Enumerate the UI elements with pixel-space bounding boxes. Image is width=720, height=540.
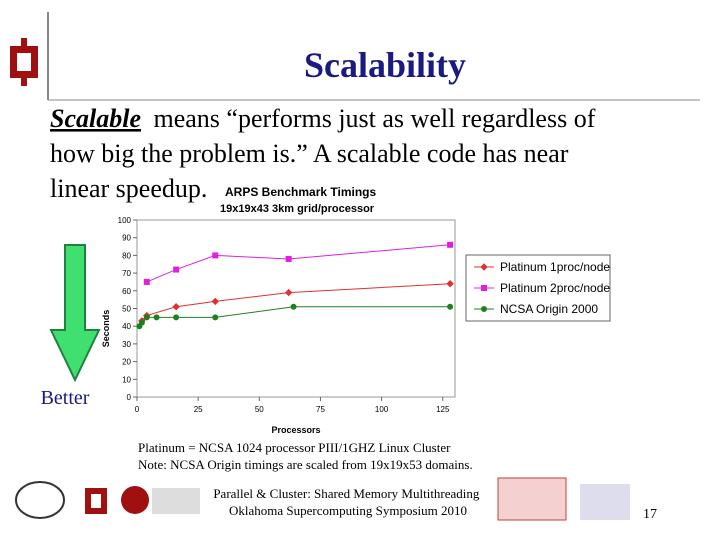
better-arrow: [49, 244, 101, 383]
y-tick-label: 10: [122, 375, 131, 384]
marker: [284, 288, 293, 297]
chart: ARPS Benchmark Timings 19x19x43 3km grid/…: [101, 185, 611, 435]
marker: [481, 285, 487, 291]
marker: [285, 255, 292, 262]
slide-title: Scalability: [304, 45, 466, 85]
y-tick-label: 80: [122, 251, 131, 260]
y-tick-label: 20: [122, 358, 131, 367]
footer: Parallel & Cluster: Shared Memory Multit…: [213, 486, 482, 518]
body-line: means “performs just as well regardless …: [154, 104, 596, 133]
x-tick-label: 125: [436, 405, 450, 414]
x-tick-label: 100: [375, 405, 389, 414]
arrow-label: Better: [41, 387, 90, 409]
plot-area: [136, 219, 456, 398]
chart-title: ARPS Benchmark Timings: [225, 185, 376, 199]
notes: Platinum = NCSA 1024 processor PIII/1GHZ…: [138, 440, 473, 472]
note: Platinum = NCSA 1024 processor PIII/1GHZ…: [138, 440, 451, 455]
marker: [480, 263, 488, 271]
marker: [173, 266, 180, 273]
marker: [172, 303, 180, 311]
x-tick-label: 25: [194, 405, 203, 414]
y-tick-label: 0: [127, 393, 132, 402]
x-tick-label: 75: [316, 405, 325, 414]
legend-label: NCSA Origin 2000: [500, 302, 598, 316]
x-axis-label: Processors: [271, 425, 320, 435]
body-line: how big the problem is.” A scalable code…: [50, 139, 569, 168]
marker: [153, 314, 160, 321]
body-line: linear speedup.: [50, 174, 207, 203]
page-number: 17: [643, 507, 657, 522]
body-text: Scalable means “performs just as well re…: [50, 104, 602, 203]
marker: [446, 280, 454, 288]
x-tick-label: 0: [135, 405, 140, 414]
y-axis-label: Seconds: [101, 310, 111, 348]
marker: [212, 252, 219, 259]
footer-logos: [15, 477, 630, 521]
legend-label: Platinum 1proc/node: [500, 260, 610, 274]
footer-line: Parallel & Cluster: Shared Memory Multit…: [213, 486, 480, 501]
marker: [211, 297, 219, 306]
y-tick-label: 70: [122, 269, 131, 278]
marker: [143, 278, 150, 285]
ou-logo: [10, 38, 38, 86]
y-tick-label: 100: [118, 216, 132, 225]
y-tick-label: 40: [122, 322, 131, 331]
marker: [212, 314, 219, 321]
y-tick-label: 90: [122, 234, 131, 243]
footer-line: Oklahoma Supercomputing Symposium 2010: [229, 503, 467, 518]
marker: [481, 306, 487, 312]
marker: [447, 303, 454, 310]
chart-subtitle: 19x19x43 3km grid/processor: [220, 203, 375, 215]
note: Note: NCSA Origin timings are scaled fro…: [138, 457, 473, 472]
y-tick-label: 30: [122, 340, 131, 349]
marker: [290, 303, 297, 310]
marker: [173, 314, 180, 321]
marker: [447, 241, 454, 248]
y-tick-label: 50: [122, 305, 131, 314]
y-tick-label: 60: [122, 287, 131, 296]
legend-label: Platinum 2proc/node: [500, 281, 610, 295]
marker: [138, 319, 145, 326]
marker: [143, 314, 150, 321]
x-tick-label: 50: [255, 405, 264, 414]
body-lead: Scalable: [50, 104, 141, 133]
